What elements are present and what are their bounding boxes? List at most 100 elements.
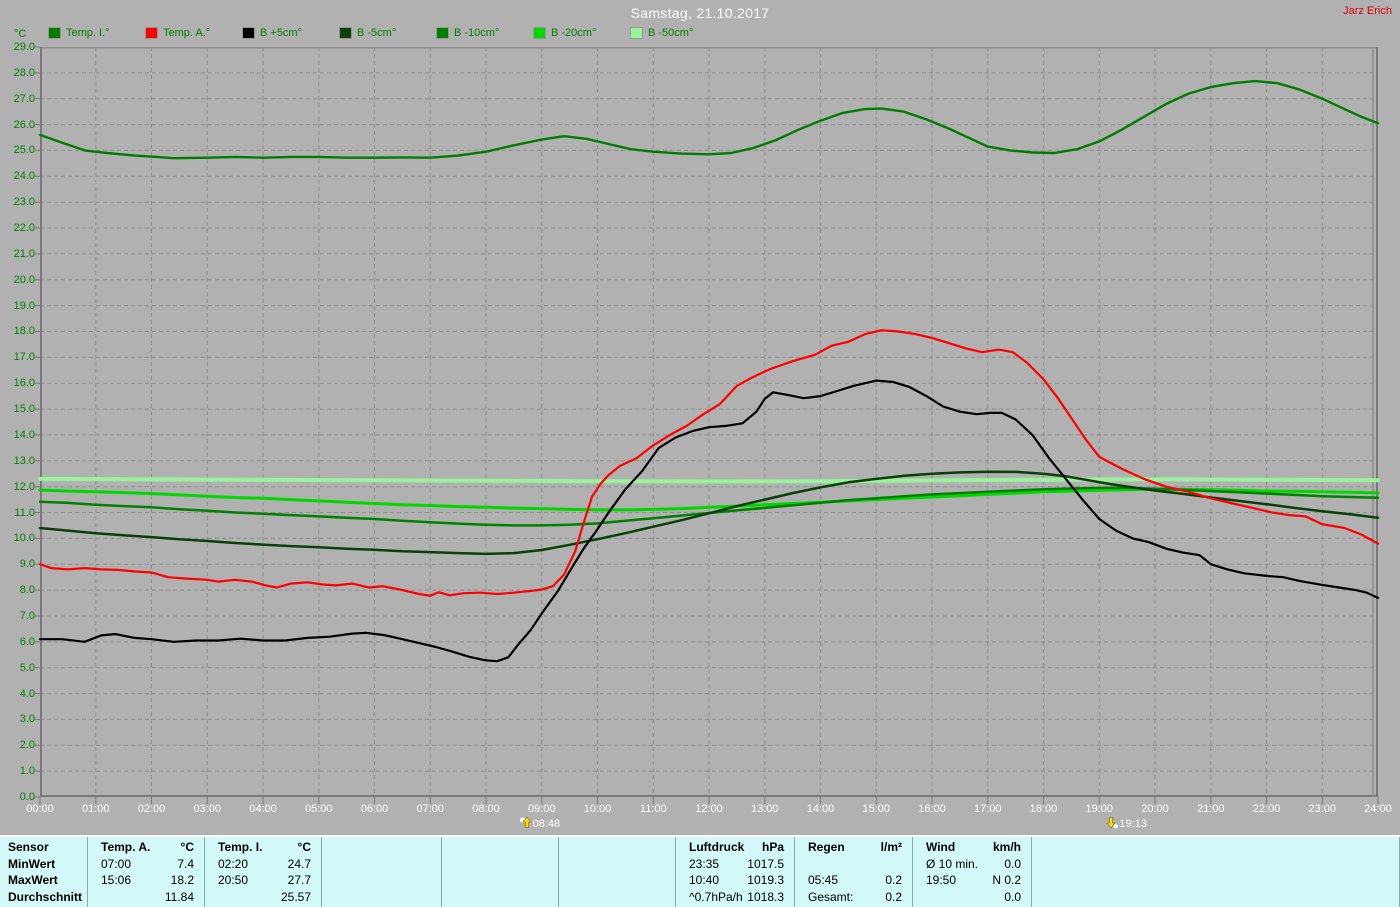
y-tick-label: 24.0 [13,170,35,183]
x-tick-label: 01:00 [81,803,110,815]
stats-cell-value: 1018.3 [747,889,784,904]
x-tick-label: 19:00 [1085,803,1114,815]
legend-swatch-icon [48,27,61,39]
legend-item-b-20cm[interactable]: B -20cm° [533,27,630,39]
legend-swatch-icon [533,27,546,39]
y-tick-label: 9.0 [19,558,35,571]
x-tick-label: 21:00 [1196,803,1225,815]
stats-col-unit: km/h [992,840,1021,854]
stats-col-wind: Wind km/h Ø 10 min. 0.0 19:50 N 0.2 0.0 [913,837,1032,907]
sunset-time: 19:13 [1119,818,1147,830]
x-tick-label: 24:00 [1364,803,1392,815]
y-tick-label: 21.0 [13,247,35,260]
stats-cell-value: N 0.2 [992,873,1021,887]
y-axis-unit-label: °C [14,28,27,40]
x-tick-label: 23:00 [1308,803,1337,815]
x-tick-label: 02:00 [137,803,166,815]
y-tick-label: 5.0 [19,661,35,674]
legend-item-b-5cm[interactable]: B -5cm° [339,27,436,39]
legend-swatch-icon [145,27,158,39]
stats-col-empty [442,837,559,907]
x-tick-label: 22:00 [1252,803,1281,815]
stats-cell-time: 20:50 [218,873,249,887]
y-tick-label: 22.0 [13,222,35,235]
y-tick-label: 19.0 [13,299,35,312]
x-tick-label: 00:00 [26,803,54,815]
stats-cell-value: 1019.3 [747,873,784,887]
stats-cell-value: 25.57 [280,889,311,904]
x-tick-label: 05:00 [304,803,333,815]
stats-col-unit: °C [180,840,194,854]
x-tick-label: 16:00 [918,803,946,815]
sunrise-icon [519,816,532,832]
stats-cell-value: 0.0 [1004,856,1021,871]
sunset-marker: 19:13 [1105,816,1147,832]
y-tick-label: 18.0 [13,325,35,338]
x-tick-label: 13:00 [750,803,779,815]
stats-col-name: Temp. I. [218,840,263,854]
legend-item-b-5cm[interactable]: B +5cm° [242,27,339,39]
legend-item-label: B -5cm° [357,27,397,39]
x-tick-label: 11:00 [639,803,667,815]
legend-item-b-10cm[interactable]: B -10cm° [436,27,533,39]
y-tick-label: 1.0 [19,765,35,778]
y-tick-label: 2.0 [19,739,35,752]
y-tick-label: 14.0 [13,428,35,441]
legend-item-b-50cm[interactable]: B -50cm° [630,27,727,39]
stats-cell-value: 27.7 [287,873,311,887]
y-tick-label: 25.0 [13,144,35,157]
series-b-5cm [38,470,1380,556]
stats-col-unit: °C [297,840,311,854]
stats-cell-value: 0.2 [885,889,902,904]
stats-cell-value: 0.2 [885,873,902,887]
legend-item-temp-a[interactable]: Temp. A.° [145,27,242,39]
stats-col-empty [322,837,442,907]
x-tick-label: 09:00 [527,803,556,815]
y-tick-label: 13.0 [13,454,35,467]
y-tick-label: 11.0 [14,506,35,519]
x-tick-label: 06:00 [360,803,389,815]
series-temp-a [38,329,1380,597]
stats-cell-value: 0.0 [1004,889,1021,904]
y-tick-label: 6.0 [19,635,35,648]
stats-col-temp-a: Temp. A. °C 07:00 7.4 15:06 18.2 11.84 [88,837,205,907]
stats-cell-time: 05:45 [808,873,839,887]
x-tick-label: 14:00 [806,803,835,815]
x-tick-label: 12:00 [695,803,723,815]
stats-cell-time: ^0.7hPa/h [689,889,743,904]
stats-col-name: Regen [808,840,845,854]
chart-legend: Temp. I.° Temp. A.° B +5cm° B -5cm° B -10cm°… [48,27,727,39]
stats-cell-value: 1017.5 [747,856,784,871]
stats-cell-time: Gesamt: [808,889,854,904]
legend-item-label: B -20cm° [551,27,597,39]
y-tick-label: 15.0 [13,403,35,416]
legend-item-label: Temp. I.° [66,27,110,39]
legend-item-temp-i[interactable]: Temp. I.° [48,27,145,39]
y-tick-label: 4.0 [19,687,35,700]
y-tick-label: 12.0 [13,480,35,493]
legend-item-label: B -10cm° [454,27,500,39]
stats-row-label: MinWert [8,856,56,871]
user-name: Jarz Erich [1343,5,1392,17]
stats-cell-value: 11.84 [164,889,194,904]
series-temp-i [38,79,1380,160]
stats-col-unit: hPa [761,840,784,854]
stats-cell-time: Ø 10 min. [926,856,979,871]
sunrise-time: 08:48 [532,818,561,830]
x-tick-label: 03:00 [193,803,222,815]
legend-item-label: Temp. A.° [163,27,211,39]
y-tick-label: 28.0 [13,66,35,79]
stats-table: Sensor MinWert MaxWert Durchschnitt Temp. A.… [0,835,1400,907]
stats-col-unit: l/m² [880,840,902,854]
stats-row-label: Durchschnitt [8,889,83,904]
stats-col-name: Temp. A. [101,840,151,854]
stats-row-labels: Sensor MinWert MaxWert Durchschnitt [0,837,88,907]
stats-col-empty [1032,837,1400,907]
y-tick-label: 17.0 [13,351,35,364]
stats-col-regen: Regen l/m² 05:45 0.2 Gesamt: 0.2 [795,837,913,907]
stats-row-label: MaxWert [8,873,58,887]
stats-cell-time: 02:20 [218,856,249,871]
stats-cell-value: 18.2 [170,873,194,887]
sunrise-marker: 08:48 [519,816,561,832]
stats-col-empty [559,837,676,907]
